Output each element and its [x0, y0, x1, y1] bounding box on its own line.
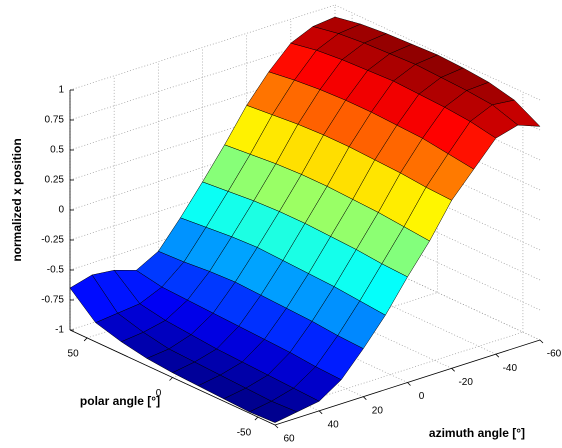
tick-mark — [451, 368, 455, 372]
grid-line — [172, 292, 438, 378]
x-tick-label: 20 — [372, 405, 384, 416]
x-tick-label: 40 — [328, 419, 340, 430]
tick-mark — [318, 410, 323, 415]
z-tick-label: -0.75 — [41, 295, 64, 306]
z-tick-label: 0.25 — [45, 175, 65, 186]
grid-line — [69, 4, 336, 91]
z-tick-label: 1 — [58, 85, 64, 96]
y-axis-label: polar angle [°] — [80, 394, 160, 408]
x-tick-label: -40 — [503, 363, 518, 374]
x-tick-label: 0 — [419, 391, 425, 402]
tick-mark — [539, 339, 544, 344]
y-tick-label: -50 — [237, 428, 252, 439]
tick-mark — [363, 396, 367, 400]
surface-patch — [248, 400, 298, 423]
z-tick-label: 0.5 — [50, 145, 64, 156]
tick-mark — [169, 377, 173, 381]
z-tick-label: -0.25 — [41, 235, 64, 246]
y-tick-label: 50 — [68, 349, 80, 360]
y-tick-label: 0 — [156, 388, 162, 399]
z-tick-label: -1 — [55, 325, 64, 336]
z-tick-label: -0.5 — [47, 265, 65, 276]
x-tick-label: -20 — [458, 377, 473, 388]
tick-mark — [274, 424, 279, 429]
tick-mark — [407, 382, 411, 386]
x-axis-label: azimuth angle [°] — [429, 426, 525, 440]
x-tick-label: 60 — [283, 434, 295, 445]
x-tick-label: -60 — [547, 349, 562, 360]
tick-mark — [254, 416, 259, 421]
z-tick-label: 0 — [58, 205, 64, 216]
grid-line — [257, 331, 524, 418]
tick-mark — [83, 337, 88, 342]
z-tick-label: 0.75 — [45, 115, 65, 126]
z-axis-label: normalized x position — [10, 138, 24, 261]
tick-mark — [495, 353, 500, 358]
